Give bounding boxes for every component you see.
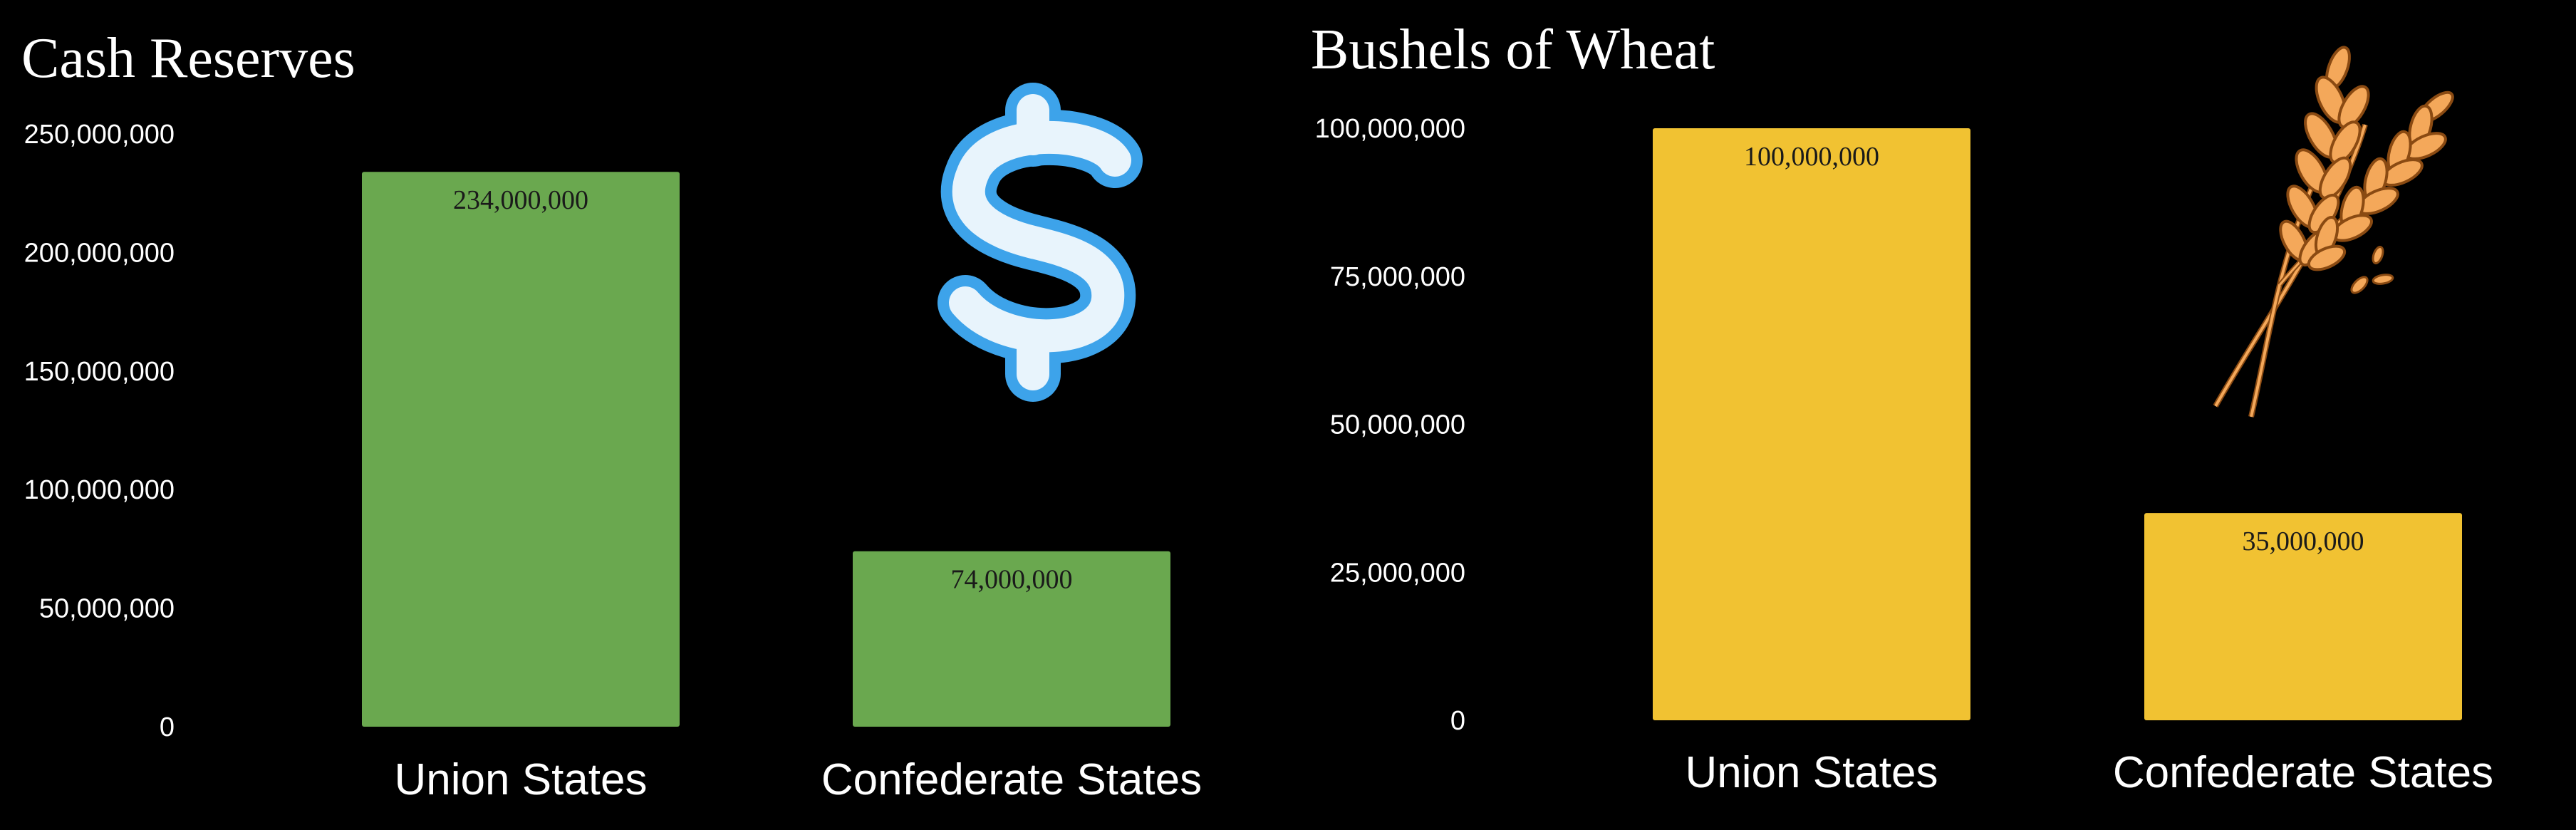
bars: 234,000,000 74,000,000 [362, 172, 1170, 727]
y-tick-label: 50,000,000 [39, 594, 175, 624]
dollar-sign-icon [938, 83, 1143, 402]
x-tick-label: Confederate States [2113, 748, 2493, 797]
bar [1653, 128, 1970, 720]
bar [853, 551, 1170, 727]
x-tick-label: Union States [395, 755, 648, 804]
bushels-of-wheat-chart: Bushels of Wheat 0 25,000,000 50,000,000 75… [1311, 19, 2493, 797]
bar [2144, 513, 2462, 720]
y-tick-label: 50,000,000 [1330, 410, 1465, 440]
bar [362, 172, 680, 727]
wheat-icon [2213, 46, 2454, 417]
x-tick-label: Union States [1686, 748, 1938, 797]
y-tick-label: 200,000,000 [24, 238, 175, 268]
y-tick-label: 75,000,000 [1330, 262, 1465, 292]
y-axis: 0 25,000,000 50,000,000 75,000,000 100,000,0… [1315, 114, 1465, 736]
y-tick-label: 0 [1450, 706, 1465, 736]
bars: 100,000,000 35,000,000 [1653, 128, 2462, 720]
bar-value-label: 74,000,000 [951, 565, 1073, 595]
y-tick-label: 150,000,000 [24, 357, 175, 387]
y-tick-label: 100,000,000 [24, 475, 175, 505]
chart-title: Bushels of Wheat [1311, 19, 1715, 81]
cash-reserves-chart: Cash Reserves 0 50,000,000 100,000,000 150,… [21, 27, 1202, 804]
x-axis: Union States Confederate States [395, 755, 1203, 804]
y-tick-label: 250,000,000 [24, 120, 175, 150]
y-tick-label: 100,000,000 [1315, 114, 1465, 144]
y-tick-label: 0 [160, 712, 175, 742]
bar-value-label: 234,000,000 [453, 185, 588, 215]
chart-title: Cash Reserves [21, 27, 355, 90]
x-axis: Union States Confederate States [1686, 748, 2494, 797]
y-axis: 0 50,000,000 100,000,000 150,000,000 200,000… [24, 120, 175, 742]
x-tick-label: Confederate States [821, 755, 1202, 804]
bar-value-label: 100,000,000 [1744, 142, 1879, 172]
y-tick-label: 25,000,000 [1330, 558, 1465, 588]
bar-value-label: 35,000,000 [2243, 526, 2364, 556]
